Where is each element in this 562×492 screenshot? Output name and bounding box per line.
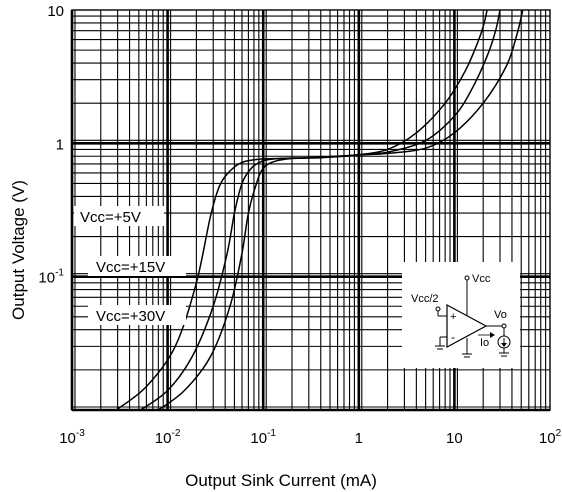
svg-text:Vcc=+5V: Vcc=+5V [80, 209, 141, 226]
x-tick-label: 10-3 [59, 428, 85, 447]
x-axis-title: Output Sink Current (mA) [185, 471, 377, 490]
svg-text:+: + [450, 311, 456, 323]
svg-text:Vcc/2: Vcc/2 [411, 293, 439, 305]
svg-text:Vo: Vo [494, 309, 507, 321]
y-tick-label: 1 [56, 136, 64, 153]
svg-text:Io: Io [480, 337, 489, 349]
series-label-15v: Vcc=+15V [88, 256, 186, 276]
y-tick-label: 10 [47, 3, 64, 20]
y-axis-title: Output Voltage (V) [9, 180, 28, 320]
x-tick-label: 10-2 [155, 428, 181, 447]
svg-text:Vcc=+15V: Vcc=+15V [96, 259, 165, 276]
series-label-5v: Vcc=+5V [74, 206, 164, 226]
x-tick-label: 1 [355, 430, 363, 447]
plot-frame [71, 9, 551, 411]
series-label-30v: Vcc=+30V [88, 305, 186, 325]
svg-text:Vcc: Vcc [472, 273, 491, 285]
y-tick-labels: 10 1 10-1 [38, 3, 64, 287]
x-tick-label: 10 [446, 430, 463, 447]
x-tick-label: 102 [539, 428, 562, 447]
x-tick-label: 10-1 [250, 428, 276, 447]
x-tick-labels: 10-3 10-2 10-1 1 10 102 [59, 428, 561, 447]
svg-text:Vcc=+30V: Vcc=+30V [96, 308, 165, 325]
svg-text:-: - [451, 330, 455, 344]
series-curves [115, 9, 524, 411]
y-tick-label: 10-1 [38, 268, 64, 287]
series-line-2 [157, 9, 524, 411]
inset-schematic: Vcc Vcc/2 + - Vo Io [402, 262, 520, 368]
